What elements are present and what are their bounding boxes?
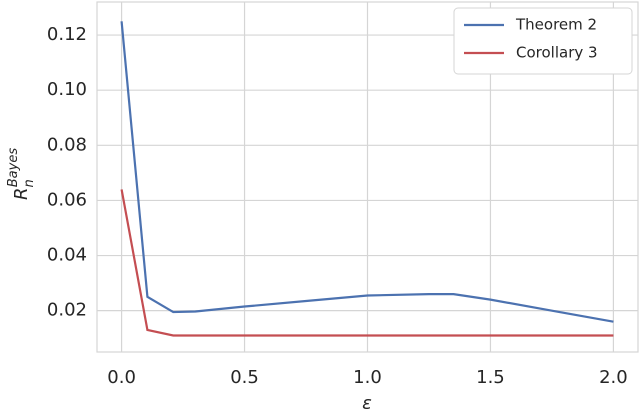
x-tick-label: 0.5	[230, 367, 259, 388]
y-axis-label: RnBayes	[6, 148, 37, 200]
x-tick-label: 2.0	[599, 367, 628, 388]
y-tick-label: 0.08	[47, 134, 87, 155]
legend-label: Corollary 3	[516, 44, 598, 62]
plot-frame	[96, 1, 639, 353]
x-axis-label: ε	[362, 393, 372, 414]
y-label-base: R	[11, 187, 32, 200]
legend-label: Theorem 2	[515, 16, 597, 34]
y-tick-label: 0.06	[47, 189, 87, 210]
series-line	[120, 189, 614, 337]
y-tick-label: 0.12	[47, 24, 87, 45]
x-tick-label: 1.5	[476, 367, 505, 388]
y-label-sup: Bayes	[6, 148, 21, 188]
y-tick-label: 0.02	[47, 300, 87, 321]
series-line	[120, 21, 614, 323]
x-tick-label: 1.0	[353, 367, 382, 388]
y-tick-label: 0.10	[47, 79, 87, 100]
y-label-sub: n	[22, 179, 37, 187]
x-tick-label: 0.0	[107, 367, 136, 388]
y-tick-label: 0.04	[47, 245, 87, 266]
